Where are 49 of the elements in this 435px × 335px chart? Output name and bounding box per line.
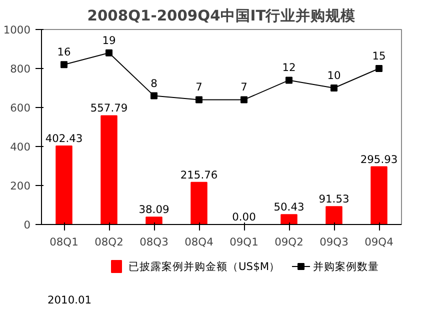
data-label: 15 [372,50,386,62]
data-label: 557.79 [90,102,128,115]
bar [280,214,298,224]
bar [370,166,388,224]
chart-title: 2008Q1-2009Q4中国IT行业并购规模 [87,6,356,24]
x-tick-label: 08Q4 [184,236,214,248]
bar [190,182,208,224]
data-label: 19 [102,34,116,47]
data-label: 16 [57,46,71,59]
data-label: 91.53 [318,192,350,206]
data-label: 215.76 [180,168,218,182]
data-label: 402.43 [45,132,83,146]
legend-label: 并购案例数量 [313,260,379,273]
point [376,65,382,72]
x-tick-label: 09Q4 [364,236,394,248]
text: 2010.01 [48,294,92,306]
point [196,96,202,104]
y-tick-label: 200 [10,180,31,192]
data-label: 7 [196,80,202,94]
x-tick-label: 08Q2 [94,236,124,248]
x-tick-label: 08Q1 [50,236,78,248]
point [240,96,248,104]
bar [56,146,72,224]
point [106,49,112,56]
legend-label: 已披露案例并购金额（US$M） [128,260,280,273]
data-label: 12 [282,61,296,74]
x-tick-label: 09Q1 [230,236,258,248]
bar [326,206,342,224]
x-tick-label: 09Q3 [320,236,348,248]
point [330,84,338,92]
data-label: 50.43 [274,200,304,214]
y-tick-label: 400 [10,140,31,154]
y-tick-label: 0 [24,218,31,232]
data-label: 38.09 [138,203,170,216]
data-label: 8 [150,76,158,90]
data-label: 10 [327,69,341,82]
data-label: 295.93 [360,152,398,166]
point [286,76,292,84]
y-tick-label: 800 [10,62,31,76]
point [150,92,158,100]
data-label: 7 [240,80,248,94]
x-tick-label: 08Q3 [140,236,168,248]
y-tick-label: 1000 [3,24,31,36]
y-tick-label: 600 [10,102,31,114]
data-label: 0.00 [232,210,256,224]
bar [100,115,118,224]
bar [146,216,162,224]
point [60,61,68,68]
x-tick-label: 09Q2 [274,236,304,248]
